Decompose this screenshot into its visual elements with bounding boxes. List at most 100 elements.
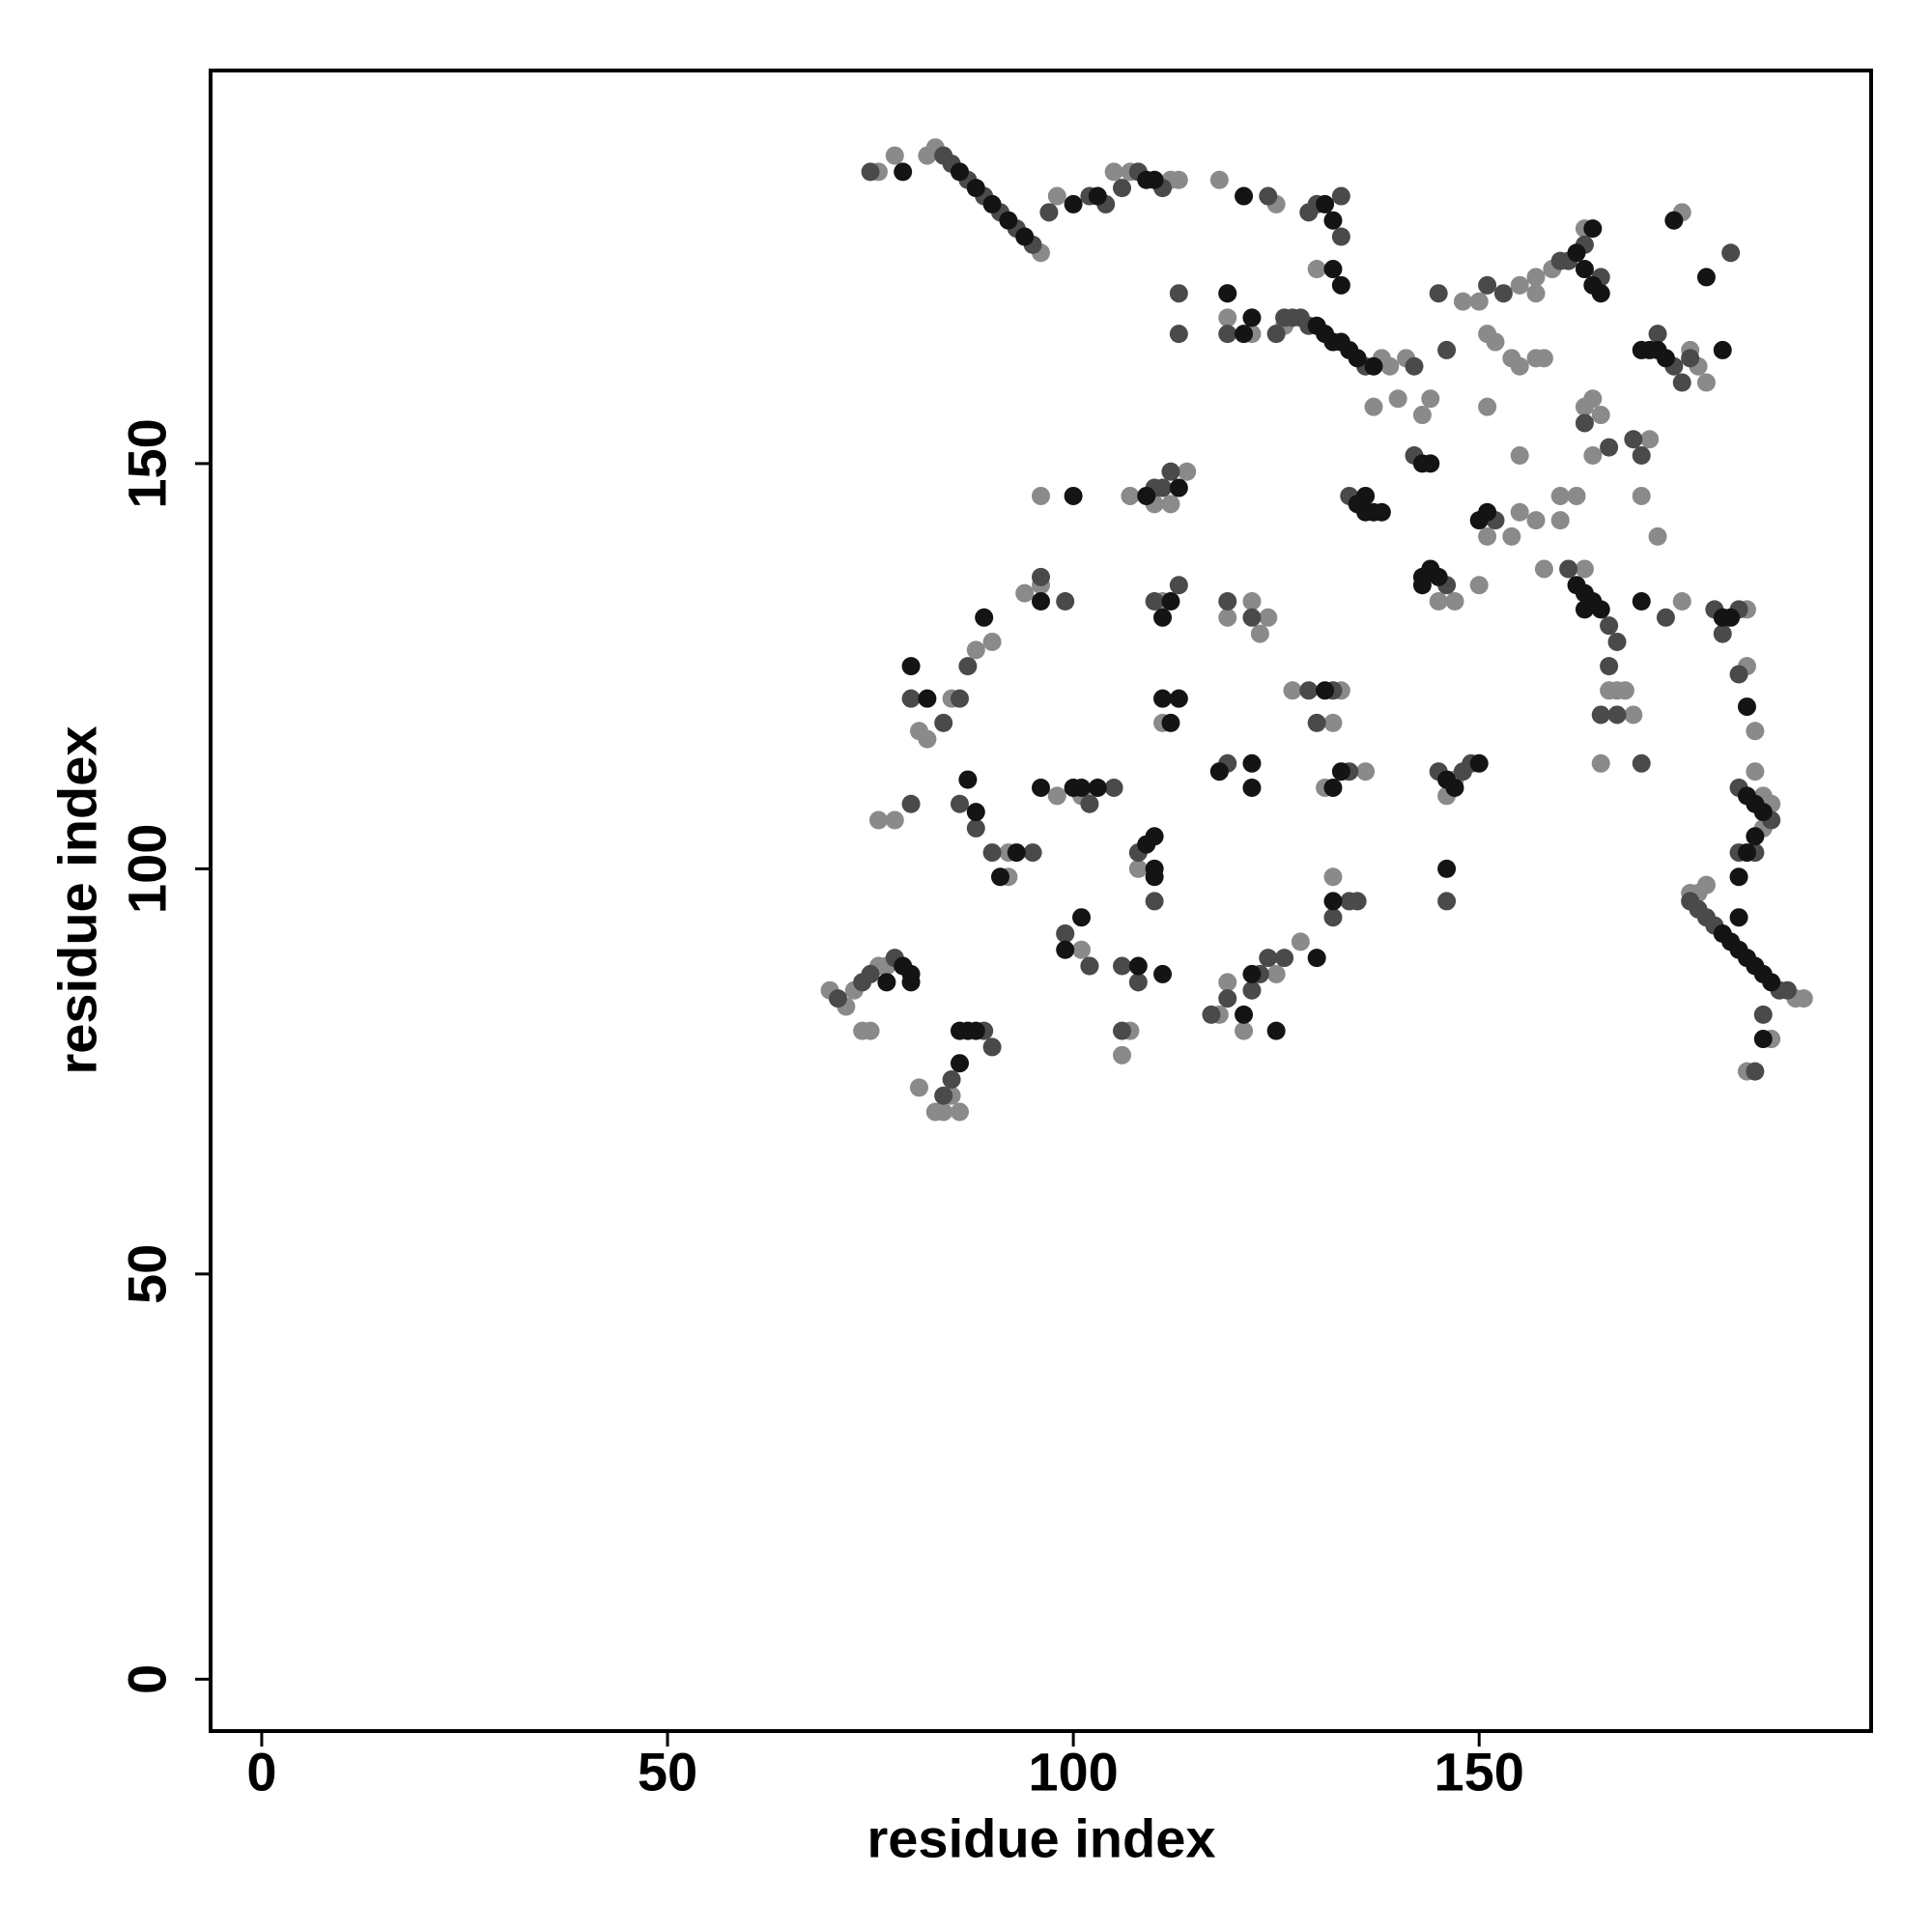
point bbox=[1746, 1062, 1765, 1081]
point bbox=[1235, 186, 1254, 206]
point bbox=[1746, 762, 1765, 781]
point bbox=[1064, 194, 1083, 213]
point bbox=[1453, 292, 1472, 311]
point bbox=[1632, 340, 1651, 359]
point bbox=[1777, 980, 1797, 1000]
point bbox=[1510, 275, 1529, 295]
point bbox=[1259, 186, 1278, 206]
point bbox=[1469, 292, 1489, 311]
point bbox=[1600, 657, 1619, 676]
point bbox=[1113, 1021, 1132, 1040]
point bbox=[1575, 260, 1594, 279]
point bbox=[1047, 786, 1066, 806]
point bbox=[861, 964, 880, 983]
point bbox=[1209, 762, 1229, 781]
point bbox=[1032, 778, 1050, 797]
point bbox=[1080, 956, 1099, 976]
point bbox=[861, 1021, 880, 1040]
point bbox=[1746, 827, 1765, 846]
point bbox=[1169, 170, 1188, 189]
point bbox=[868, 810, 888, 830]
point bbox=[1364, 397, 1383, 416]
point bbox=[1421, 454, 1440, 473]
point bbox=[1429, 284, 1448, 303]
point bbox=[1632, 445, 1651, 465]
point bbox=[982, 194, 1002, 213]
point bbox=[1307, 949, 1326, 968]
point bbox=[1235, 325, 1254, 344]
point bbox=[1600, 616, 1619, 636]
point bbox=[1486, 332, 1505, 352]
y-axis-title: residue index bbox=[47, 725, 108, 1074]
y-tick-label: 150 bbox=[117, 418, 178, 508]
point bbox=[1713, 624, 1732, 643]
point bbox=[1104, 778, 1123, 797]
point bbox=[1080, 794, 1099, 813]
point bbox=[1169, 284, 1188, 303]
x-tick-label: 0 bbox=[246, 1742, 276, 1803]
x-tick-label: 100 bbox=[1028, 1742, 1118, 1803]
point bbox=[861, 162, 880, 182]
point bbox=[1316, 194, 1335, 213]
point bbox=[1656, 608, 1675, 627]
point bbox=[1283, 681, 1302, 700]
point bbox=[1242, 753, 1262, 773]
point bbox=[1218, 592, 1237, 611]
point bbox=[918, 689, 937, 708]
point bbox=[966, 818, 985, 838]
point bbox=[1429, 567, 1448, 586]
point bbox=[1266, 964, 1286, 983]
point bbox=[1032, 567, 1050, 586]
point bbox=[1478, 526, 1497, 546]
point bbox=[1721, 608, 1741, 627]
point bbox=[1323, 892, 1343, 911]
point bbox=[1575, 413, 1594, 433]
point bbox=[982, 1037, 1002, 1057]
point bbox=[1145, 170, 1164, 189]
point bbox=[1591, 406, 1610, 425]
point bbox=[1502, 526, 1521, 546]
point bbox=[1640, 430, 1660, 449]
point bbox=[950, 1102, 969, 1122]
point bbox=[1235, 1005, 1254, 1024]
point bbox=[1113, 1045, 1132, 1065]
point bbox=[1088, 778, 1107, 797]
point bbox=[1015, 583, 1035, 603]
point bbox=[1388, 389, 1407, 409]
point bbox=[1737, 697, 1756, 717]
point bbox=[1259, 949, 1278, 968]
point bbox=[1307, 260, 1326, 279]
point bbox=[1794, 989, 1813, 1009]
point bbox=[1600, 438, 1619, 457]
point bbox=[1137, 486, 1156, 505]
point bbox=[1632, 486, 1651, 505]
point bbox=[1696, 268, 1716, 287]
point bbox=[1323, 867, 1343, 887]
point bbox=[901, 657, 921, 676]
point bbox=[1737, 843, 1756, 863]
point bbox=[1591, 284, 1610, 303]
point bbox=[1323, 260, 1343, 279]
point bbox=[1372, 502, 1391, 522]
point bbox=[966, 1021, 985, 1040]
point bbox=[1600, 681, 1619, 700]
point bbox=[1478, 397, 1497, 416]
point bbox=[966, 640, 985, 660]
point bbox=[1567, 243, 1586, 263]
point bbox=[1039, 203, 1059, 222]
point bbox=[1445, 778, 1464, 797]
point bbox=[1169, 689, 1188, 708]
point bbox=[1437, 892, 1457, 911]
point bbox=[1242, 308, 1262, 327]
point bbox=[909, 1078, 928, 1097]
point bbox=[1153, 964, 1173, 983]
points bbox=[820, 138, 1813, 1122]
point bbox=[1526, 511, 1546, 530]
point bbox=[1664, 211, 1684, 230]
point bbox=[1721, 243, 1741, 263]
point bbox=[1632, 592, 1651, 611]
point bbox=[1047, 186, 1066, 206]
point bbox=[1242, 964, 1262, 983]
point bbox=[1607, 705, 1627, 724]
